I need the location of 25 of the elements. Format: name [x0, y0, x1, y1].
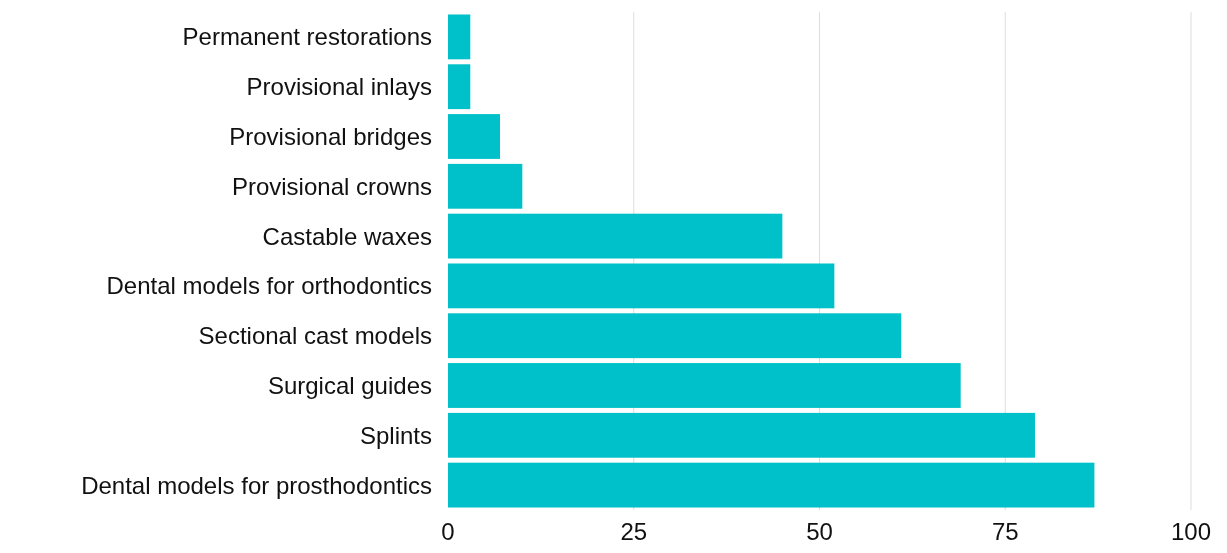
x-tick-label: 25 — [620, 518, 648, 545]
y-tick-label: Provisional crowns — [231, 172, 432, 200]
bar — [448, 114, 501, 159]
y-tick-label: Provisional inlays — [246, 73, 432, 101]
bar — [448, 412, 1035, 458]
bar — [448, 313, 902, 359]
bar — [448, 64, 471, 110]
x-tick-label: 75 — [991, 518, 1019, 545]
y-tick-label: Sectional cast models — [198, 322, 432, 350]
x-tick-label: 0 — [441, 518, 455, 545]
x-tick-label: 100 — [1170, 518, 1212, 545]
y-tick-label: Surgical guides — [267, 371, 432, 399]
bar — [448, 14, 471, 60]
y-tick-label: Dental models for prosthodontics — [81, 471, 432, 499]
bar — [448, 163, 523, 209]
bar — [448, 213, 783, 259]
y-tick-label: Castable waxes — [262, 222, 432, 250]
bar — [448, 462, 1095, 508]
y-tick-label: Dental models for orthodontics — [106, 272, 432, 300]
y-tick-label: Provisional bridges — [229, 122, 432, 150]
bar — [448, 363, 961, 408]
bar — [448, 263, 835, 309]
y-tick-label: Permanent restorations — [182, 23, 432, 51]
y-tick-label: Splints — [359, 421, 432, 449]
x-tick-label: 50 — [806, 518, 833, 545]
